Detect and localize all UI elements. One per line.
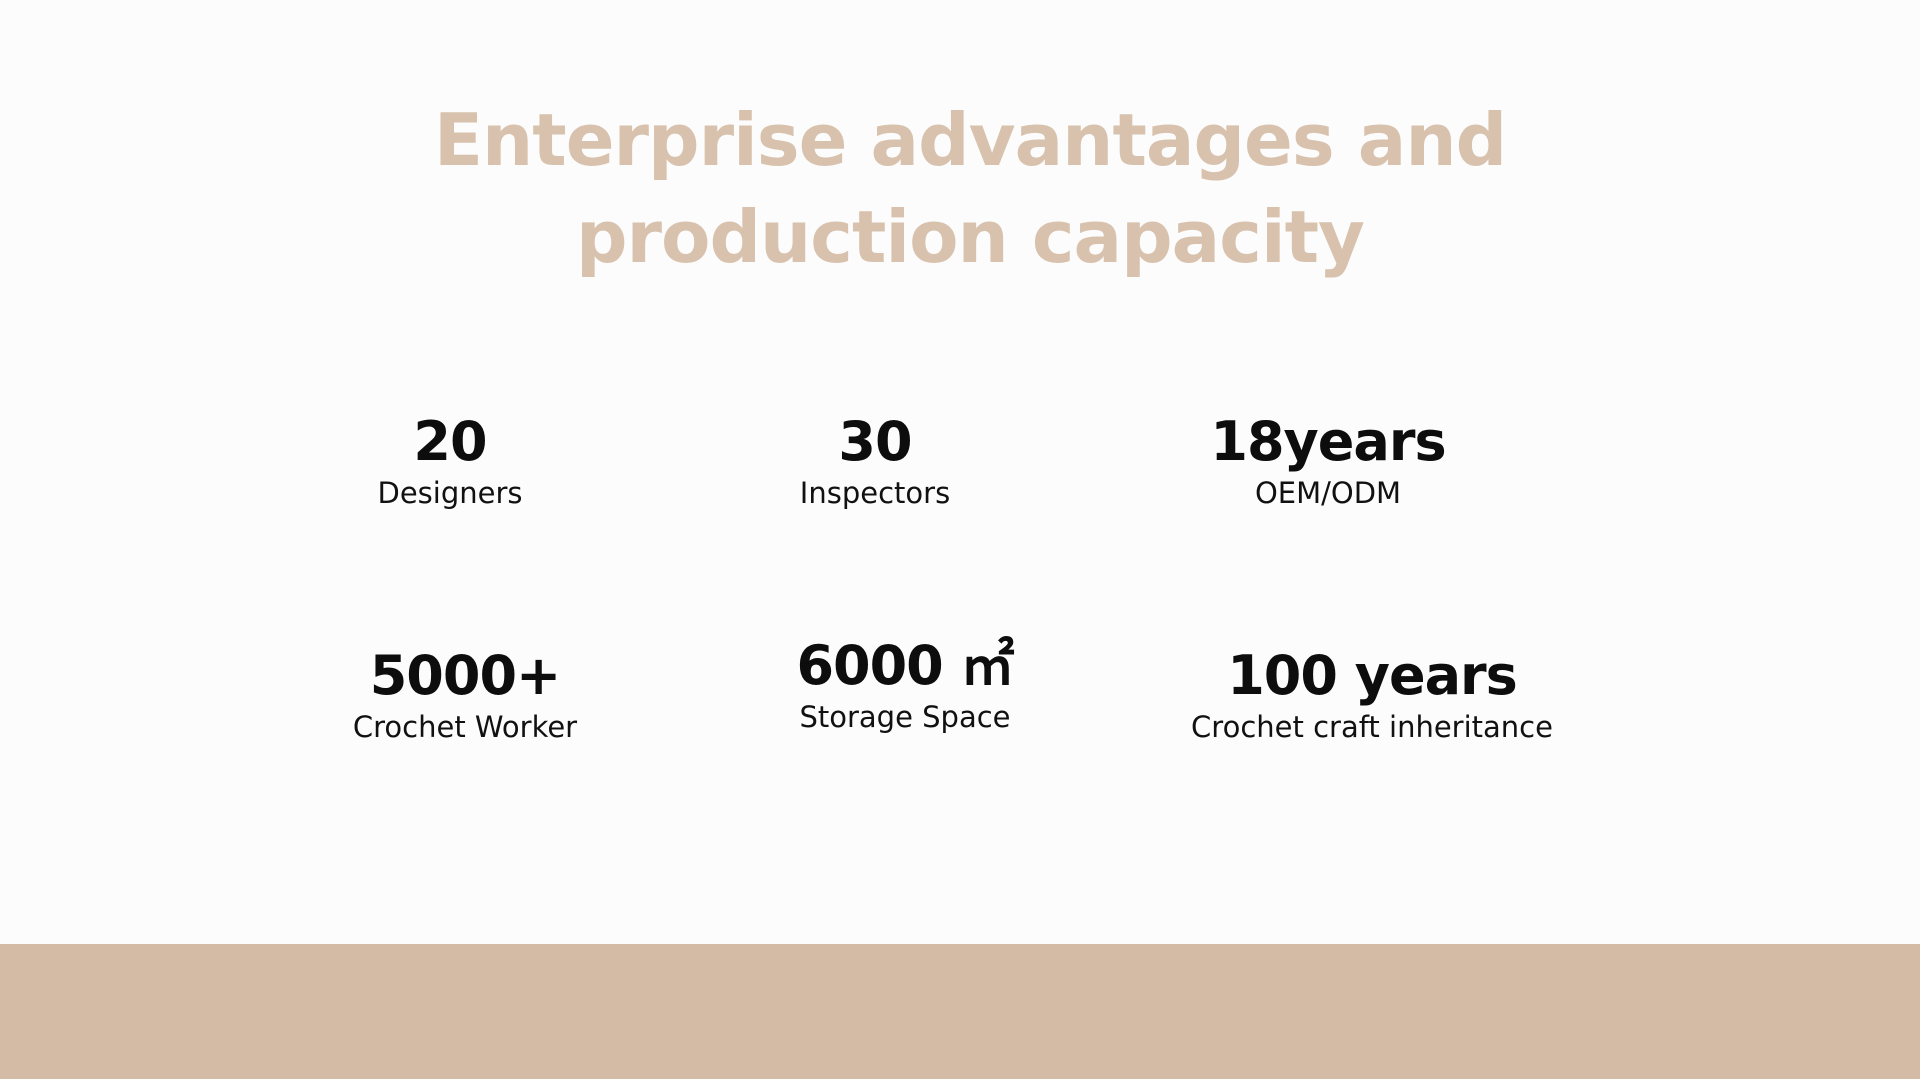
stat-craft-inheritance: 100 years Crochet craft inheritance <box>1142 646 1602 746</box>
stat-crochet-worker: 5000+ Crochet Worker <box>235 646 695 746</box>
stat-designers: 20 Designers <box>220 412 680 512</box>
stat-value: 30 <box>838 410 912 473</box>
stat-value: 18years <box>1210 410 1446 473</box>
stat-label: Storage Space <box>799 700 1011 734</box>
slide: Enterprise advantages and production cap… <box>220 92 1602 746</box>
stat-label: OEM/ODM <box>1254 476 1402 510</box>
stat-value: 5000+ <box>369 644 562 707</box>
stat-label: Designers <box>377 476 523 510</box>
stat-value: 20 <box>413 410 487 473</box>
slide-title: Enterprise advantages and production cap… <box>360 92 1580 286</box>
stat-value: 100 years <box>1227 644 1518 707</box>
slide-title-line-2: production capacity <box>576 195 1365 279</box>
footer-band <box>0 944 1920 1079</box>
slide-title-line-1: Enterprise advantages and <box>433 98 1507 182</box>
stat-storage-space: 6000 ㎡ Storage Space <box>675 636 1135 736</box>
stat-oem-odm: 18years OEM/ODM <box>1098 412 1558 512</box>
stat-label: Inspectors <box>799 476 951 510</box>
stat-value: 6000 ㎡ <box>796 634 1014 697</box>
stat-label: Crochet craft inheritance <box>1191 710 1553 744</box>
stat-label: Crochet Worker <box>352 710 578 744</box>
stat-inspectors: 30 Inspectors <box>645 412 1105 512</box>
